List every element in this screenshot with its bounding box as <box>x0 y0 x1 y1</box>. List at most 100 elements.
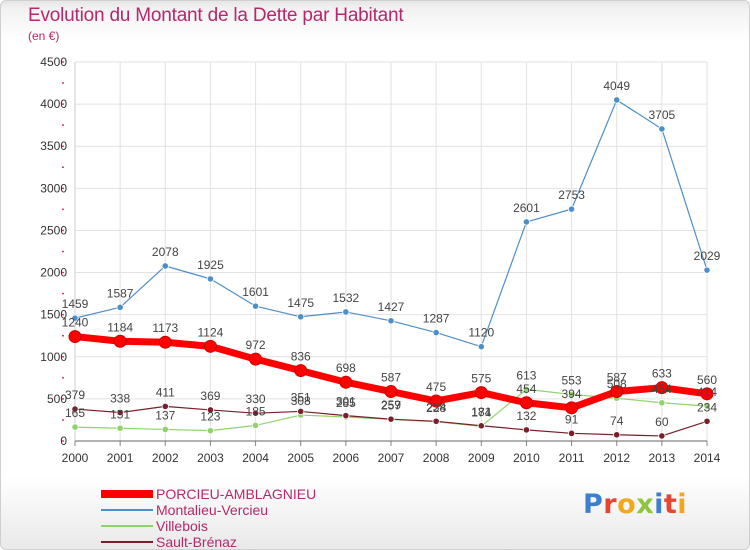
data-label: 587 <box>381 371 401 385</box>
data-label: 257 <box>381 398 401 412</box>
data-point <box>387 317 395 325</box>
data-label: 259 <box>381 398 401 412</box>
data-point <box>432 417 440 425</box>
x-tick-label: 2010 <box>513 451 540 465</box>
x-tick-label: 2008 <box>423 451 450 465</box>
logo-letter: t <box>663 489 678 520</box>
data-label: 972 <box>246 338 266 352</box>
y-tick-label: 1000 <box>40 350 67 364</box>
data-point <box>613 96 621 104</box>
data-point <box>339 375 353 389</box>
data-point <box>613 431 621 439</box>
data-label: 4049 <box>603 79 630 93</box>
data-label: 151 <box>110 407 130 421</box>
data-label: 633 <box>652 367 672 381</box>
data-point <box>567 429 576 437</box>
data-label: 698 <box>336 361 356 375</box>
data-point <box>251 409 260 417</box>
data-label: 1184 <box>107 320 133 334</box>
data-point <box>158 335 172 349</box>
data-label: 3705 <box>649 108 676 122</box>
x-tick-label: 2003 <box>197 451 224 465</box>
data-label: 394 <box>562 387 582 401</box>
y-tick-label: 500 <box>47 392 67 406</box>
data-label: 330 <box>246 392 266 406</box>
data-point <box>297 407 305 416</box>
data-label: 836 <box>291 350 311 364</box>
data-point <box>522 218 531 226</box>
data-point <box>71 314 79 322</box>
data-point <box>522 426 531 434</box>
data-label: 234 <box>697 400 717 414</box>
y-tick-label: 2000 <box>40 266 67 280</box>
data-point <box>477 343 485 351</box>
x-tick-label: 2009 <box>468 451 495 465</box>
data-point <box>658 432 666 440</box>
data-point <box>249 352 263 366</box>
x-tick-label: 2001 <box>107 451 134 465</box>
data-point <box>477 422 485 430</box>
data-label: 338 <box>110 392 130 406</box>
data-label: 553 <box>562 373 582 387</box>
data-label: 475 <box>426 380 446 394</box>
data-point <box>71 405 79 413</box>
data-label: 508 <box>607 377 627 391</box>
data-point <box>703 402 711 410</box>
data-label: 454 <box>652 382 672 396</box>
data-point <box>700 387 714 401</box>
data-point <box>116 424 124 432</box>
y-tick-label: 4500 <box>40 55 67 69</box>
data-label: 1532 <box>333 291 360 305</box>
data-point <box>297 313 305 321</box>
data-label: 379 <box>65 388 85 402</box>
y-tick-label: 4000 <box>40 97 67 111</box>
legend-swatch <box>101 525 153 527</box>
data-label: 454 <box>516 382 536 396</box>
data-label: 369 <box>200 389 220 403</box>
logo-letter: P <box>583 489 604 520</box>
legend-swatch <box>101 490 153 498</box>
data-point <box>522 385 531 393</box>
x-tick-label: 2004 <box>242 451 269 465</box>
data-label: 1427 <box>378 300 405 314</box>
legend-label: Villebois <box>156 518 208 534</box>
data-label: 228 <box>426 401 446 415</box>
x-tick-label: 2012 <box>603 451 630 465</box>
data-point <box>703 266 711 274</box>
data-point <box>161 262 169 270</box>
data-label: 1124 <box>198 325 224 339</box>
data-point <box>658 125 666 133</box>
data-point <box>703 417 711 425</box>
data-label: 308 <box>291 394 311 408</box>
data-label: 1475 <box>287 296 314 310</box>
data-point <box>116 408 124 417</box>
data-labels: 1240 1184 1173 1124 972 836 698 587 475 575 454 394… <box>62 79 721 429</box>
data-label: 2753 <box>558 188 585 202</box>
data-point <box>429 394 443 408</box>
data-point <box>567 205 576 213</box>
data-label: 132 <box>516 409 536 423</box>
data-point <box>567 390 576 399</box>
data-label: 234 <box>426 400 446 414</box>
data-label: 575 <box>471 372 491 386</box>
data-point <box>658 399 666 407</box>
data-label: 1601 <box>242 285 269 299</box>
logo-letter: r <box>603 489 618 520</box>
legend-swatch <box>101 541 153 543</box>
data-point <box>294 364 308 378</box>
data-point <box>474 386 488 400</box>
data-label: 91 <box>565 412 579 426</box>
data-point <box>161 402 169 410</box>
data-point <box>251 421 260 430</box>
logo-letter: o <box>617 489 637 520</box>
y-tick-label: 3000 <box>40 181 67 195</box>
data-point <box>251 302 260 310</box>
legend-label: Montalieu-Vercieu <box>156 502 269 518</box>
data-label: 1287 <box>423 312 450 326</box>
data-point <box>161 425 169 434</box>
data-point <box>387 415 395 423</box>
y-tick-label: 1500 <box>40 308 67 322</box>
data-point <box>519 396 533 410</box>
chart-subtitle: (en €) <box>28 29 60 43</box>
legend-label: Sault-Brénaz <box>156 534 237 550</box>
